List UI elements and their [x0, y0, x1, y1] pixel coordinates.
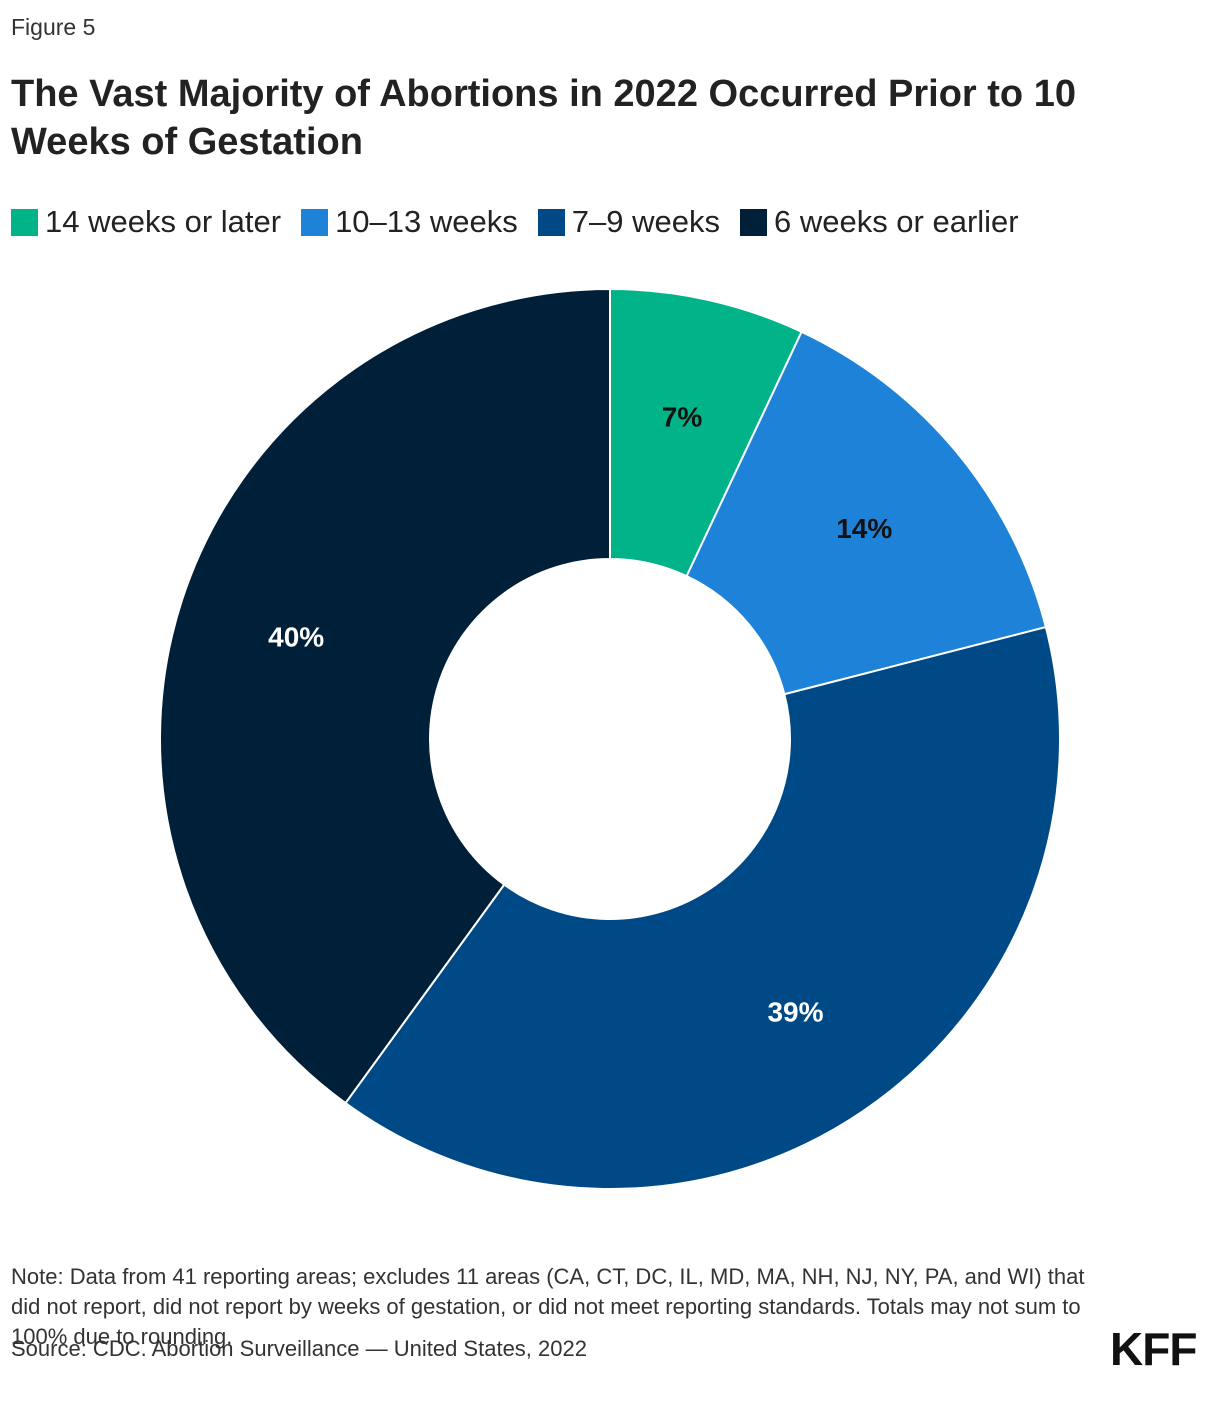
chart-legend: 14 weeks or later 10–13 weeks 7–9 weeks … — [11, 202, 1039, 242]
legend-swatch — [537, 208, 565, 236]
legend-swatch — [301, 208, 329, 236]
slice-data-label-4: 40% — [268, 622, 324, 653]
kff-logo: KFF — [1110, 1323, 1197, 1375]
legend-label: 6 weeks or earlier — [773, 204, 1019, 239]
legend-label: 14 weeks or later — [45, 204, 282, 239]
legend-swatch — [739, 208, 767, 236]
chart-title: The Vast Majority of Abortions in 2022 O… — [11, 73, 1076, 163]
donut-slice-3 — [344, 625, 1061, 1190]
legend-item-14-weeks-or-later: 14 weeks or later — [11, 202, 281, 242]
donut-slice-4 — [159, 287, 611, 1105]
chart-note: Note: Data from 41 reporting areas; excl… — [11, 1264, 1085, 1349]
legend-item-10-13-weeks: 10–13 weeks — [301, 202, 518, 242]
chart-source: Source: CDC. Abortion Surveillance — Uni… — [11, 1336, 587, 1361]
slice-data-label-1: 7% — [662, 401, 703, 432]
legend-item-7-9-weeks: 7–9 weeks — [537, 202, 720, 242]
legend-label: 7–9 weeks — [571, 204, 720, 239]
legend-swatch — [11, 208, 38, 236]
slice-data-label-2: 14% — [836, 513, 892, 544]
donut-slice-2 — [685, 330, 1048, 696]
legend-item-6-weeks-or-earlier: 6 weeks or earlier — [739, 202, 1019, 242]
legend-label: 10–13 weeks — [335, 204, 518, 239]
slice-data-label-3: 39% — [767, 996, 823, 1027]
figure-label: Figure 5 — [11, 14, 96, 40]
donut-chart: 7% 14% 39% 40% — [159, 287, 1061, 1190]
